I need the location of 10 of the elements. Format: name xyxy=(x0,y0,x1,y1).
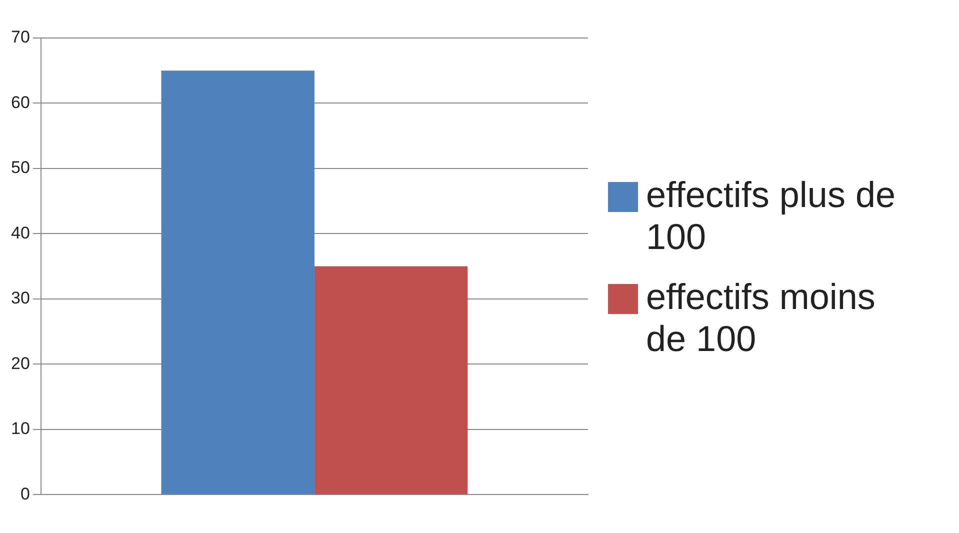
y-tick-label: 30 xyxy=(10,288,30,308)
y-tick-label: 40 xyxy=(10,223,30,242)
y-tick-label: 50 xyxy=(10,158,30,178)
y-tick-label: 0 xyxy=(20,484,30,504)
legend-label: effectifs moins de 100 xyxy=(646,276,876,360)
y-tick-label: 20 xyxy=(10,354,30,373)
y-tick-label: 70 xyxy=(10,28,30,47)
y-tick-label: 60 xyxy=(10,92,30,112)
legend-label: effectifs plus de 100 xyxy=(646,174,896,258)
y-tick-label: 10 xyxy=(10,419,30,438)
